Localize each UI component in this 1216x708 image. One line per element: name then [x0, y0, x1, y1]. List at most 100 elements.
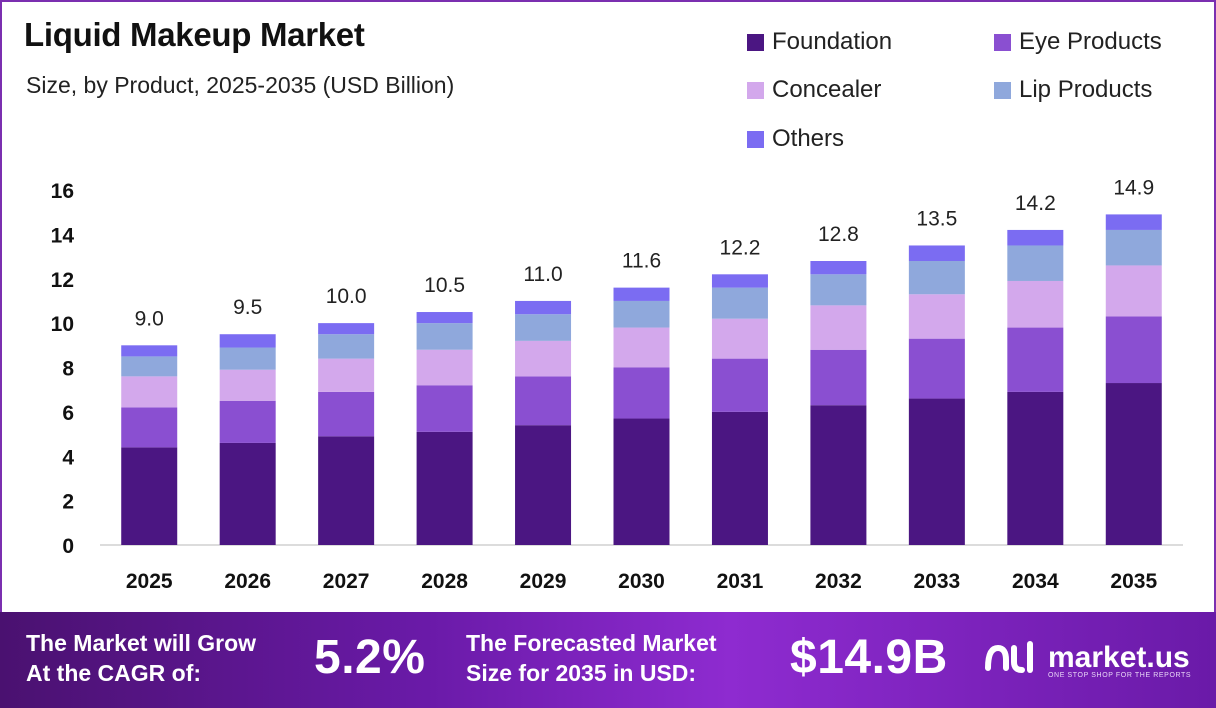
brand-tagline: ONE STOP SHOP FOR THE REPORTS	[1048, 672, 1192, 679]
bar-segment	[908, 245, 965, 261]
bar-segment	[1105, 383, 1162, 545]
bar-segment	[121, 407, 178, 448]
bar-segment	[711, 411, 768, 545]
forecast-label: The Forecasted Market Size for 2035 in U…	[466, 628, 717, 688]
y-tick-label: 16	[51, 180, 74, 203]
bar-segment	[810, 261, 867, 275]
bar-segment	[318, 358, 375, 392]
bar-segment	[613, 287, 670, 301]
bar-segment	[219, 347, 276, 370]
bar-segment	[318, 436, 375, 545]
legend-item-others: Others	[747, 125, 844, 153]
bar-segment	[908, 398, 965, 545]
total-data-label: 14.9	[1113, 176, 1154, 199]
bar-segment	[1105, 316, 1162, 384]
cagr-label-line1: The Market will Grow	[26, 630, 257, 656]
bar-segment	[1007, 245, 1064, 281]
bar-segment	[416, 349, 473, 386]
bar-segment	[416, 431, 473, 545]
x-tick-label: 2030	[618, 570, 665, 593]
y-tick-label: 10	[51, 313, 74, 336]
chart-subtitle: Size, by Product, 2025-2035 (USD Billion…	[26, 72, 455, 98]
bar-segment	[219, 334, 276, 348]
bar-segment	[711, 287, 768, 319]
total-data-label: 9.5	[233, 296, 262, 319]
bar-segment	[219, 400, 276, 443]
brand-name: market.us	[1048, 641, 1190, 674]
bar-segment	[1007, 391, 1064, 545]
forecast-label-line1: The Forecasted Market	[466, 630, 717, 656]
forecast-label-line2: Size for 2035 in USD:	[466, 660, 697, 686]
bar-segment	[121, 376, 178, 408]
bar-segment	[416, 323, 473, 350]
legend-label: Lip Products	[1019, 76, 1153, 103]
bar-segment	[515, 376, 572, 426]
total-data-label: 12.8	[818, 223, 859, 246]
bar-segment	[711, 318, 768, 359]
bar-segment	[810, 405, 867, 545]
bar-segment	[416, 385, 473, 432]
y-tick-label: 2	[62, 491, 74, 514]
bar-segment	[1007, 327, 1064, 392]
bar-segment	[416, 312, 473, 324]
total-data-label: 10.5	[424, 274, 465, 297]
bar-segment	[1105, 265, 1162, 317]
legend-swatch-eye-products	[994, 33, 1011, 51]
x-tick-label: 2034	[1012, 570, 1059, 593]
bar-segment	[908, 294, 965, 339]
legend-swatch-foundation	[747, 33, 764, 51]
x-tick-label: 2028	[421, 570, 468, 593]
x-tick-label: 2027	[323, 570, 370, 593]
total-data-label: 9.0	[135, 307, 164, 330]
x-tick-label: 2026	[224, 570, 271, 593]
y-tick-label: 14	[51, 224, 75, 247]
bar-segment	[810, 305, 867, 350]
legend-label: Concealer	[772, 76, 882, 103]
bar-segment	[711, 274, 768, 288]
legend-label: Foundation	[772, 28, 893, 55]
bar-segment	[613, 327, 670, 368]
y-tick-label: 12	[51, 269, 74, 292]
x-tick-label: 2029	[520, 570, 567, 593]
bar-segment	[1105, 214, 1162, 230]
chart-title: Liquid Makeup Market	[24, 16, 365, 53]
bar-segment	[613, 418, 670, 545]
cagr-label: The Market will Grow At the CAGR of:	[26, 628, 256, 688]
total-data-label: 10.0	[326, 285, 367, 308]
y-tick-label: 0	[62, 535, 74, 558]
bar-segment	[219, 442, 276, 545]
bar-segment	[908, 338, 965, 399]
bar-segment	[1007, 229, 1064, 246]
bar-segment	[121, 356, 178, 377]
bar-segment	[613, 367, 670, 419]
bar-segment	[515, 340, 572, 377]
total-data-label: 14.2	[1015, 192, 1056, 215]
bar-segment	[515, 300, 572, 315]
total-data-label: 11.6	[622, 250, 661, 273]
forecast-value: $14.9B	[790, 631, 948, 684]
legend-label: Others	[772, 125, 845, 152]
total-data-label: 11.0	[523, 263, 562, 286]
cagr-label-line2: At the CAGR of:	[26, 660, 202, 686]
bar-segment	[1105, 229, 1162, 266]
bar-segment	[711, 358, 768, 412]
bar-segment	[515, 425, 572, 545]
y-tick-label: 8	[62, 358, 74, 381]
bar-segment	[318, 323, 375, 335]
bar-segment	[318, 334, 375, 359]
x-tick-label: 2033	[914, 570, 961, 593]
y-tick-label: 4	[62, 446, 74, 469]
footer-banner: The Market will Grow At the CAGR of: 5.2…	[0, 612, 1216, 708]
bar-segment	[810, 274, 867, 306]
legend-item-concealer: Concealer	[747, 76, 881, 104]
bar-segment	[121, 345, 178, 357]
legend-item-foundation: Foundation	[747, 28, 892, 56]
x-tick-label: 2032	[815, 570, 862, 593]
y-tick-label: 6	[62, 402, 74, 425]
legend-swatch-others	[747, 130, 764, 148]
legend-label: Eye Products	[1019, 28, 1162, 55]
bar-segment	[613, 300, 670, 328]
legend-item-lip-products: Lip Products	[994, 76, 1152, 104]
bar-segment	[1007, 280, 1064, 328]
bar-segment	[121, 447, 178, 545]
